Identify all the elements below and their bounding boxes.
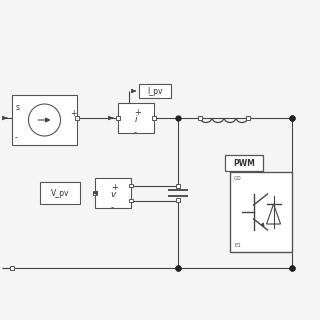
Bar [118,103,154,133]
Text: -: - [111,203,114,212]
Circle shape [28,104,60,136]
Bar [176,184,180,188]
Text: +: + [70,109,76,118]
Bar [129,184,133,187]
Bar [246,116,250,120]
Text: G0: G0 [234,176,242,181]
Bar [225,155,263,171]
Bar [176,198,180,202]
Bar [230,172,292,252]
Bar [12,95,77,145]
Text: s: s [16,103,20,112]
Text: v: v [110,189,116,198]
Bar [139,84,171,98]
Text: -: - [15,133,18,142]
Text: i: i [135,115,137,124]
Text: +: + [134,108,141,117]
Bar [152,116,156,120]
Bar [116,116,120,120]
Bar [75,116,79,120]
Text: +: + [111,183,118,192]
Text: I_pv: I_pv [147,86,163,95]
Bar [10,266,14,270]
Text: V_pv: V_pv [51,188,69,197]
Text: PWM: PWM [233,158,255,167]
Bar [198,116,202,120]
Bar [129,199,133,202]
Text: E1: E1 [234,243,241,248]
Bar [93,191,97,195]
Bar [95,178,131,208]
Bar [40,182,80,204]
Text: -: - [134,128,137,137]
